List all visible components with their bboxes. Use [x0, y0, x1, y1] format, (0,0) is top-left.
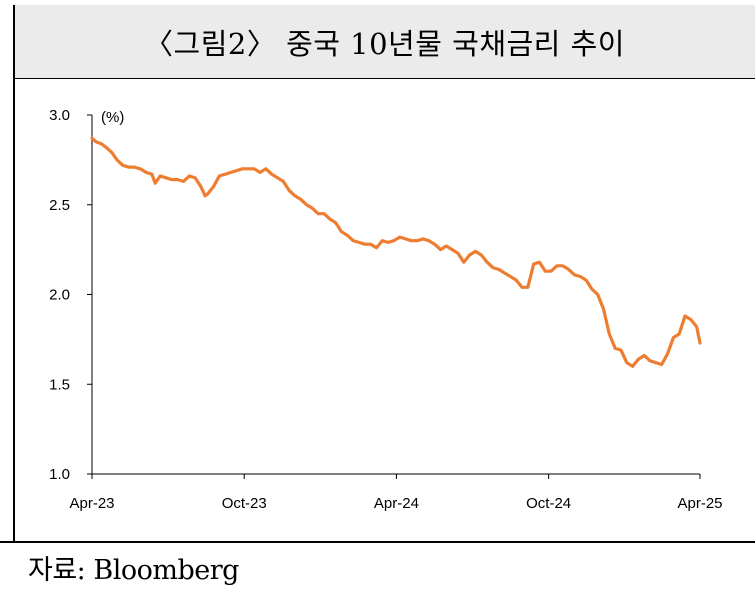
x-tick-label: Apr-25 [677, 495, 722, 512]
y-tick-label: 1.5 [49, 376, 70, 393]
x-ticks: Apr-23 Oct-23 Apr-24 Oct-24 Apr-25 [69, 474, 723, 512]
title-band [14, 5, 755, 78]
series-line [90, 136, 702, 368]
chart-axes [91, 115, 700, 475]
y-tick-label: 1.0 [49, 466, 70, 483]
x-tick-label: Apr-23 [69, 495, 114, 512]
y-tick-label: 2.5 [49, 197, 70, 214]
figure-title: 〈그림2〉 중국 10년물 국채금리 추이 [144, 26, 625, 61]
y-axis-unit: (%) [101, 109, 124, 126]
left-border [13, 5, 15, 542]
source-note: 자료: Bloomberg [28, 555, 239, 586]
x-tick-label: Apr-24 [374, 495, 419, 512]
y-ticks: 3.0 2.5 2.0 1.5 1.0 [49, 107, 92, 483]
title-divider [14, 78, 755, 79]
yield-line-chart: 3.0 2.5 2.0 1.5 1.0 Apr-23 Oct-23 Apr-24 Oct-24… [49, 107, 723, 512]
y-tick-label: 2.0 [49, 287, 70, 304]
x-tick-label: Oct-24 [526, 495, 571, 512]
bottom-border [0, 541, 755, 543]
y-tick-label: 3.0 [49, 107, 70, 124]
x-tick-label: Oct-23 [222, 495, 267, 512]
